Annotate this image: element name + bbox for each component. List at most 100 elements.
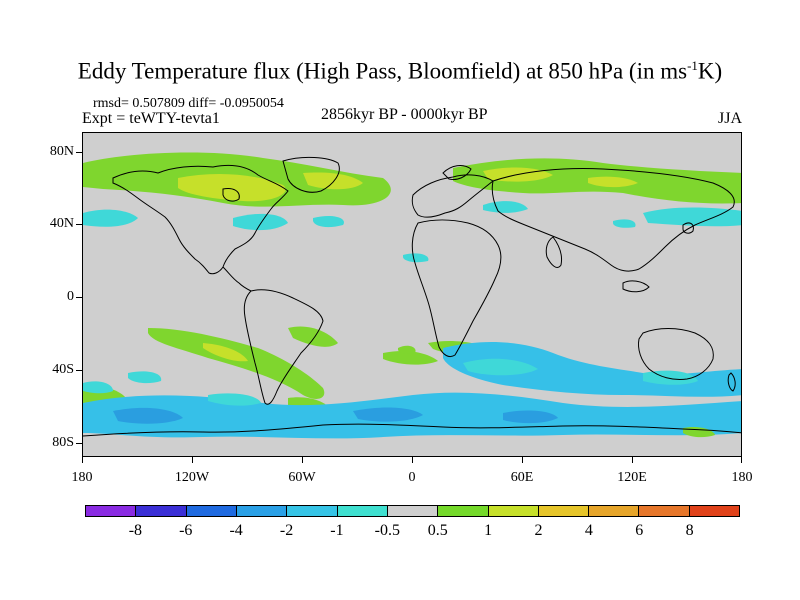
stats-line: rmsd= 0.507809 diff= -0.0950054 — [93, 96, 284, 111]
colorbar-label: 2 — [534, 522, 543, 539]
coast-central-america — [222, 266, 252, 292]
coast-north-america — [112, 164, 289, 275]
anomaly-fields — [83, 152, 741, 439]
colorbar-label: -0.5 — [374, 522, 400, 539]
plot-title-text: Eddy Temperature flux (High Pass, Bloomf… — [77, 58, 688, 84]
lon-tick-120e — [632, 457, 633, 463]
colorbar-swatch — [136, 506, 187, 516]
field-cyan-europe — [483, 201, 528, 213]
field-cyan-north-atlantic — [233, 213, 288, 231]
field-yellow-south-pacific — [203, 343, 248, 362]
coast-africa — [411, 219, 502, 358]
colorbar-swatch — [236, 506, 288, 516]
colorbar-label: -2 — [279, 522, 294, 539]
lat-tick-80n — [76, 152, 82, 153]
lon-label-0: 0 — [408, 470, 416, 485]
coast-greenland — [282, 156, 340, 193]
field-cyan-south-pacific-4 — [208, 393, 261, 406]
colorbar-label: 6 — [635, 522, 644, 539]
lon-tick-0 — [412, 457, 413, 463]
coast-japan — [682, 222, 694, 234]
period-label: 2856kyr BP - 0000kyr BP — [321, 106, 488, 123]
colorbar — [85, 505, 740, 517]
lon-label-120e: 120E — [617, 470, 647, 485]
field-cyan-africa — [403, 253, 429, 263]
field-blue-southern-ocean-2 — [353, 407, 423, 422]
coast-south-america — [243, 289, 324, 405]
colorbar-swatch — [589, 506, 640, 516]
colorbar-swatch — [438, 506, 489, 516]
field-cyan-south-pacific-2 — [83, 381, 113, 394]
colorbar-swatch — [186, 506, 237, 516]
colorbar-label: -4 — [229, 522, 243, 539]
field-blue-southern-ocean-3 — [503, 410, 558, 424]
coast-asia — [491, 168, 735, 272]
lon-label-60e: 60E — [510, 470, 534, 485]
field-yellow-north-america-2 — [303, 172, 363, 190]
field-green-south-america-east — [288, 326, 338, 347]
lon-tick-60e — [522, 457, 523, 463]
field-cyan-south-pacific-3 — [128, 371, 162, 384]
coast-europe — [411, 174, 494, 218]
field-yellow-eurasia-2 — [588, 176, 638, 188]
field-cyan-australia-south — [643, 370, 698, 385]
field-yellow-north-america — [178, 173, 286, 202]
experiment-label: Expt = teWTY-tevta1 — [82, 110, 220, 127]
lat-label-40n: 40N — [49, 216, 74, 231]
colorbar-swatch — [488, 506, 539, 516]
field-green-south-atlantic — [383, 350, 438, 365]
coast-antarctica — [83, 423, 741, 437]
colorbar-label: -6 — [179, 522, 193, 539]
coast-se-asia-islands — [622, 280, 650, 293]
lat-tick-0 — [76, 297, 82, 298]
field-cyan-asia — [643, 207, 741, 227]
coast-new-zealand — [727, 372, 736, 392]
lat-tick-80s — [76, 443, 82, 444]
lon-label-60w: 60W — [288, 470, 316, 485]
lon-label-120w: 120W — [174, 470, 210, 485]
coast-hudson-bay — [222, 188, 240, 202]
colorbar-label: 0.5 — [427, 522, 448, 539]
plot-title: Eddy Temperature flux (High Pass, Bloomf… — [0, 58, 800, 85]
field-cyan-pacific-north — [83, 209, 138, 227]
colorbar-label: 8 — [685, 522, 694, 539]
colorbar-label: -1 — [330, 522, 344, 539]
lat-label-0: 0 — [67, 289, 74, 304]
lat-label-80n: 80N — [49, 144, 74, 159]
field-cyan-asia-2 — [613, 219, 636, 228]
lat-label-40s: 40S — [52, 362, 74, 377]
lon-tick-180-left — [82, 457, 83, 463]
colorbar-swatch — [689, 506, 740, 516]
plot-title-suffix: K) — [697, 58, 723, 84]
coast-india — [545, 236, 562, 268]
season-label: JJA — [717, 110, 742, 127]
colorbar-swatch — [387, 506, 439, 516]
lat-tick-40n — [76, 224, 82, 225]
colorbar-swatch — [337, 506, 388, 516]
map-panel — [82, 132, 742, 457]
field-green-south-atlantic-2 — [398, 345, 416, 354]
field-blue-southern-ocean-1 — [113, 407, 183, 424]
colorbar-label: -8 — [128, 522, 143, 539]
lon-label-180-right: 180 — [731, 470, 753, 485]
colorbar-label: 4 — [584, 522, 593, 539]
coastlines — [83, 156, 741, 437]
colorbar-swatch — [639, 506, 690, 516]
map-canvas — [83, 152, 741, 439]
field-green-south-pacific — [148, 328, 325, 399]
lon-tick-120w — [192, 457, 193, 463]
lon-tick-180-right — [741, 457, 742, 463]
plot-title-exponent: -1 — [687, 58, 698, 73]
colorbar-swatch — [86, 506, 137, 516]
lon-label-180-left: 180 — [71, 470, 93, 485]
coast-scandinavia — [442, 165, 472, 180]
field-cyan-indian-ocean-inner — [463, 358, 538, 376]
lat-label-80s: 80S — [52, 435, 74, 450]
lon-tick-60w — [302, 457, 303, 463]
colorbar-swatch — [287, 506, 338, 516]
colorbar-swatch — [538, 506, 590, 516]
coast-australia — [638, 328, 714, 380]
field-cyan-atlantic-mid — [313, 215, 344, 228]
colorbar-label: 1 — [484, 522, 493, 539]
lat-tick-40s — [76, 370, 82, 371]
